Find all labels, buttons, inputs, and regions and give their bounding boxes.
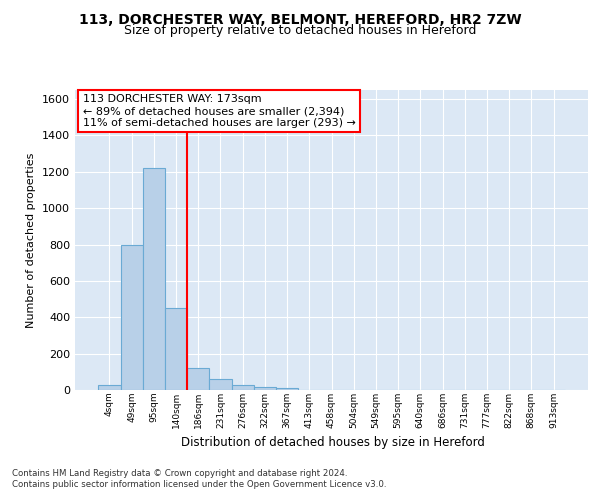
Bar (187, 368, 209, 390)
Text: 113, DORCHESTER WAY, BELMONT, HEREFORD, HR2 7ZW: 113, DORCHESTER WAY, BELMONT, HEREFORD, … (79, 12, 521, 26)
Bar (121, 244, 143, 390)
Bar (254, 388, 276, 390)
Text: Distribution of detached houses by size in Hereford: Distribution of detached houses by size … (181, 436, 485, 449)
Text: 113 DORCHESTER WAY: 173sqm
← 89% of detached houses are smaller (2,394)
11% of s: 113 DORCHESTER WAY: 173sqm ← 89% of deta… (83, 94, 356, 128)
Bar (165, 308, 187, 390)
Bar (98, 386, 121, 390)
Bar (276, 388, 298, 390)
Bar (209, 379, 232, 390)
Bar (143, 168, 165, 390)
Y-axis label: Number of detached properties: Number of detached properties (26, 152, 37, 328)
Text: Contains HM Land Registry data © Crown copyright and database right 2024.: Contains HM Land Registry data © Crown c… (12, 468, 347, 477)
Bar (232, 386, 254, 390)
Text: Size of property relative to detached houses in Hereford: Size of property relative to detached ho… (124, 24, 476, 37)
Text: Contains public sector information licensed under the Open Government Licence v3: Contains public sector information licen… (12, 480, 386, 489)
